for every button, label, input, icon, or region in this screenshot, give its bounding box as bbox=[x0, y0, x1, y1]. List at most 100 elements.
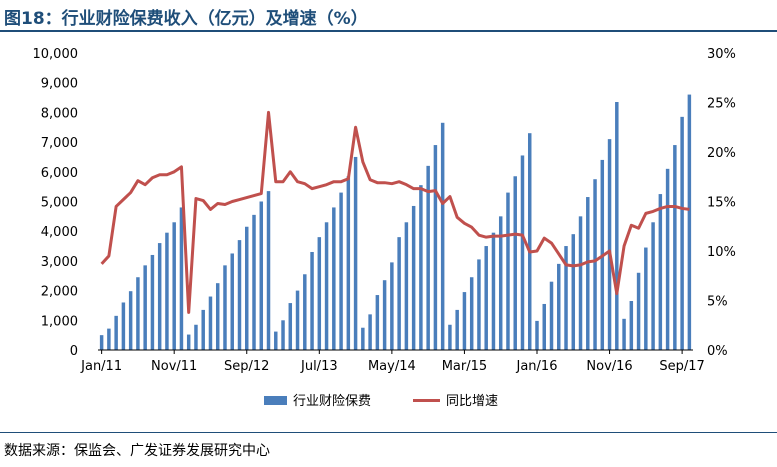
x-tick-label: Nov/11 bbox=[151, 359, 197, 374]
source-rule bbox=[0, 432, 777, 433]
bar bbox=[411, 205, 416, 350]
right-tick-label: 5% bbox=[707, 295, 728, 310]
left-axis-ticks: 0 1,000 2,000 3,000 4,000 5,000 6,000 7,000 8,00… bbox=[33, 47, 79, 359]
bar bbox=[651, 222, 655, 350]
bar bbox=[593, 179, 597, 350]
bar bbox=[194, 324, 198, 350]
bar bbox=[506, 192, 510, 350]
right-tick-label: 20% bbox=[707, 146, 736, 161]
left-tick-label: 9,000 bbox=[41, 77, 78, 92]
left-tick-label: 6,000 bbox=[41, 166, 78, 181]
bar bbox=[615, 102, 619, 350]
legend: 行业财险保费 同比增速 bbox=[264, 394, 498, 409]
bar bbox=[281, 320, 285, 350]
bar bbox=[303, 274, 307, 350]
bar bbox=[186, 334, 191, 350]
bar bbox=[469, 277, 474, 350]
x-tick-label: Sep/12 bbox=[224, 359, 269, 374]
bar bbox=[114, 315, 118, 350]
growth-line bbox=[100, 110, 690, 314]
bar bbox=[237, 240, 242, 350]
bar bbox=[172, 222, 176, 350]
bar bbox=[252, 214, 256, 350]
x-tick-label: Jul/13 bbox=[300, 359, 338, 374]
bar bbox=[339, 192, 343, 350]
left-tick-label: 5,000 bbox=[41, 196, 78, 211]
left-tick-label: 2,000 bbox=[41, 285, 78, 300]
right-tick-label: 10% bbox=[707, 245, 736, 260]
bar bbox=[150, 254, 155, 350]
bar bbox=[419, 185, 423, 350]
bar bbox=[99, 335, 104, 350]
x-tick-label: Sep/17 bbox=[659, 359, 704, 374]
bar bbox=[230, 253, 234, 350]
bar bbox=[375, 295, 380, 350]
x-tick-label: Jan/16 bbox=[516, 359, 558, 374]
bar bbox=[673, 145, 677, 350]
left-tick-label: 4,000 bbox=[41, 225, 78, 240]
legend-line-label: 同比增速 bbox=[446, 394, 498, 409]
bar bbox=[201, 309, 205, 350]
bar bbox=[629, 300, 634, 350]
bar bbox=[143, 265, 147, 350]
bar bbox=[397, 237, 401, 350]
bar bbox=[607, 139, 612, 350]
bar bbox=[128, 291, 133, 350]
bar bbox=[157, 243, 162, 350]
bar bbox=[259, 201, 264, 350]
bar bbox=[636, 272, 641, 350]
bar bbox=[324, 222, 329, 350]
chart: 0 1,000 2,000 3,000 4,000 5,000 6,000 7,000 8,00… bbox=[33, 47, 736, 409]
bar bbox=[295, 290, 300, 350]
legend-bar-swatch bbox=[264, 396, 287, 405]
bar bbox=[622, 318, 626, 350]
left-tick-label: 3,000 bbox=[41, 255, 78, 270]
bar bbox=[107, 328, 111, 350]
left-tick-label: 1,000 bbox=[41, 314, 78, 329]
bar bbox=[484, 246, 488, 350]
bar bbox=[644, 247, 648, 350]
bar bbox=[317, 237, 322, 350]
bar bbox=[455, 309, 459, 350]
source-note: 数据来源：保监会、广发证券发展研究中心 bbox=[4, 443, 270, 459]
left-tick-label: 0 bbox=[70, 344, 78, 359]
bar bbox=[426, 165, 430, 350]
bar bbox=[390, 262, 394, 350]
bar bbox=[179, 207, 184, 350]
right-tick-label: 0% bbox=[707, 344, 728, 359]
bar bbox=[527, 133, 532, 350]
bar bbox=[136, 277, 140, 350]
bar bbox=[462, 292, 467, 350]
x-tick-label: Nov/16 bbox=[586, 359, 632, 374]
bar bbox=[223, 265, 227, 350]
right-tick-label: 25% bbox=[707, 97, 736, 112]
bar bbox=[440, 122, 445, 350]
bar bbox=[571, 234, 576, 350]
bar bbox=[448, 324, 452, 350]
bar bbox=[382, 280, 387, 350]
bar bbox=[404, 222, 409, 350]
x-tick-label: May/14 bbox=[368, 359, 416, 374]
bar bbox=[520, 155, 525, 350]
bar bbox=[535, 320, 539, 350]
bar bbox=[549, 281, 554, 350]
bar bbox=[687, 94, 692, 350]
bar bbox=[121, 302, 126, 350]
bar bbox=[658, 194, 663, 350]
bar bbox=[564, 246, 568, 350]
x-axis-ticks: Jan/11 Nov/11 Sep/12 Jul/13 May/14 Mar/15 Jan/… bbox=[80, 350, 705, 374]
bar bbox=[433, 145, 438, 350]
bar bbox=[346, 176, 351, 350]
bar bbox=[557, 263, 561, 350]
bar bbox=[353, 156, 358, 350]
right-tick-label: 30% bbox=[707, 47, 736, 62]
bar bbox=[586, 197, 590, 350]
bar bbox=[245, 226, 249, 350]
bar bbox=[665, 168, 670, 350]
bar bbox=[288, 303, 293, 350]
title-rule bbox=[0, 30, 777, 32]
bar bbox=[215, 283, 220, 350]
right-tick-label: 15% bbox=[707, 196, 736, 211]
left-tick-label: 7,000 bbox=[41, 136, 78, 151]
chart-title: 图18：行业财险保费收入（亿元）及增速（%） bbox=[4, 9, 368, 29]
